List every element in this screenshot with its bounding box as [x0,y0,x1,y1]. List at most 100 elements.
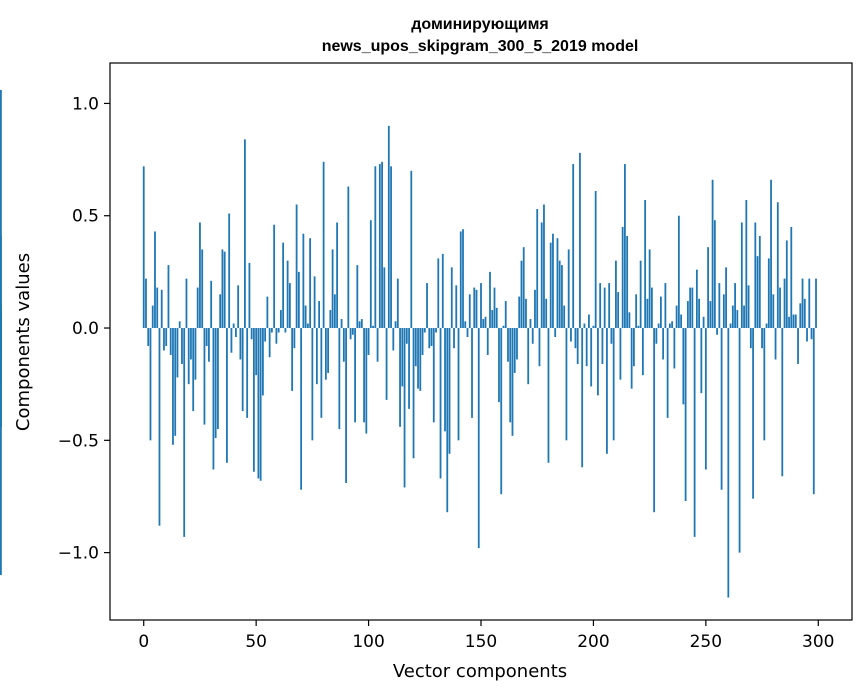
bar [486,328,489,355]
bar [740,222,743,329]
bar [646,298,649,329]
x-axis-label: Vector components [393,661,567,682]
bar [259,328,262,481]
bar [801,278,804,329]
bar [608,283,611,329]
bar [806,328,808,342]
bar [356,265,359,329]
bar [754,222,757,329]
bar [599,283,602,329]
bar [576,328,579,364]
bar [633,328,635,367]
bar [367,328,370,355]
bar [262,328,264,396]
bar [689,287,692,329]
bar [439,328,442,479]
bar [662,328,665,360]
bar [345,328,347,483]
bar [365,328,368,434]
bar [390,166,392,329]
bar [297,271,300,329]
bar [441,253,444,329]
bar [151,305,154,329]
bar [450,267,453,329]
bar [666,328,669,418]
bar [628,312,631,329]
bar [336,222,338,329]
bar [511,328,514,436]
bar [378,164,381,329]
bar [313,276,316,329]
bar [749,328,752,349]
bar [743,305,745,329]
y-tick-label: −0.5 [58,431,99,451]
bar [374,166,377,329]
bar [266,296,269,329]
bar [675,305,678,329]
bar [414,328,417,367]
bar [552,233,554,329]
bar [624,164,626,329]
bar [747,285,750,329]
bar [417,328,419,389]
bar [309,238,312,329]
x-tick-label: 200 [577,632,609,652]
bar [592,325,595,329]
bar [734,283,736,329]
bar [268,328,271,358]
bar [502,325,505,329]
bar [484,316,487,329]
bar [794,314,797,329]
bar [644,200,647,329]
bar [156,287,159,329]
bar [471,328,473,418]
bar [347,186,350,329]
bar [468,294,471,329]
bar [495,307,498,329]
bar [358,321,361,329]
bar [383,267,386,329]
bar [790,226,793,329]
bar [783,278,786,329]
bar [181,328,183,364]
bar [354,328,356,423]
bar [691,287,694,329]
bar [304,305,307,329]
x-tick-label: 300 [802,632,834,652]
bar [387,125,390,329]
bar [311,328,314,441]
bar [372,325,374,329]
bar [291,328,294,391]
bar [246,328,249,418]
bar [248,262,251,329]
bar [214,328,217,439]
bar [583,323,586,329]
bar [725,267,727,329]
bar [601,328,604,364]
bar [547,328,550,463]
bar [619,328,622,380]
bar [399,328,401,427]
bar [758,235,761,329]
bar [154,231,156,329]
bar [680,314,683,329]
bar [534,289,536,329]
bar [590,328,593,387]
bar [430,328,433,346]
bar [538,328,541,367]
bar [594,191,597,329]
bar [376,328,379,362]
bar [340,319,343,329]
bar [318,301,321,329]
y-axis-label: Components values [13,253,34,431]
bar [183,328,186,537]
bar [264,328,267,342]
bar [716,328,718,335]
bar [774,328,777,360]
bar [720,328,723,490]
bar [232,323,235,329]
bar [767,258,770,329]
bar [223,251,226,329]
bar [491,310,494,329]
bar [201,249,204,329]
